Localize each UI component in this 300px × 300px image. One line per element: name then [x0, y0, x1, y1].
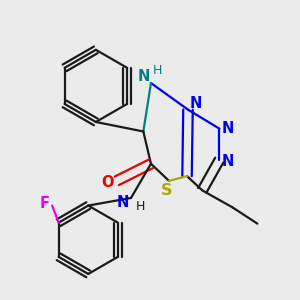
Text: S: S — [161, 183, 173, 198]
Text: F: F — [40, 196, 50, 211]
Text: N: N — [137, 69, 149, 84]
Text: O: O — [101, 175, 113, 190]
Text: N: N — [189, 96, 202, 111]
Text: N: N — [116, 195, 129, 210]
Text: H: H — [153, 64, 162, 77]
Text: H: H — [136, 200, 145, 213]
Text: N: N — [222, 121, 234, 136]
Text: N: N — [222, 154, 234, 169]
